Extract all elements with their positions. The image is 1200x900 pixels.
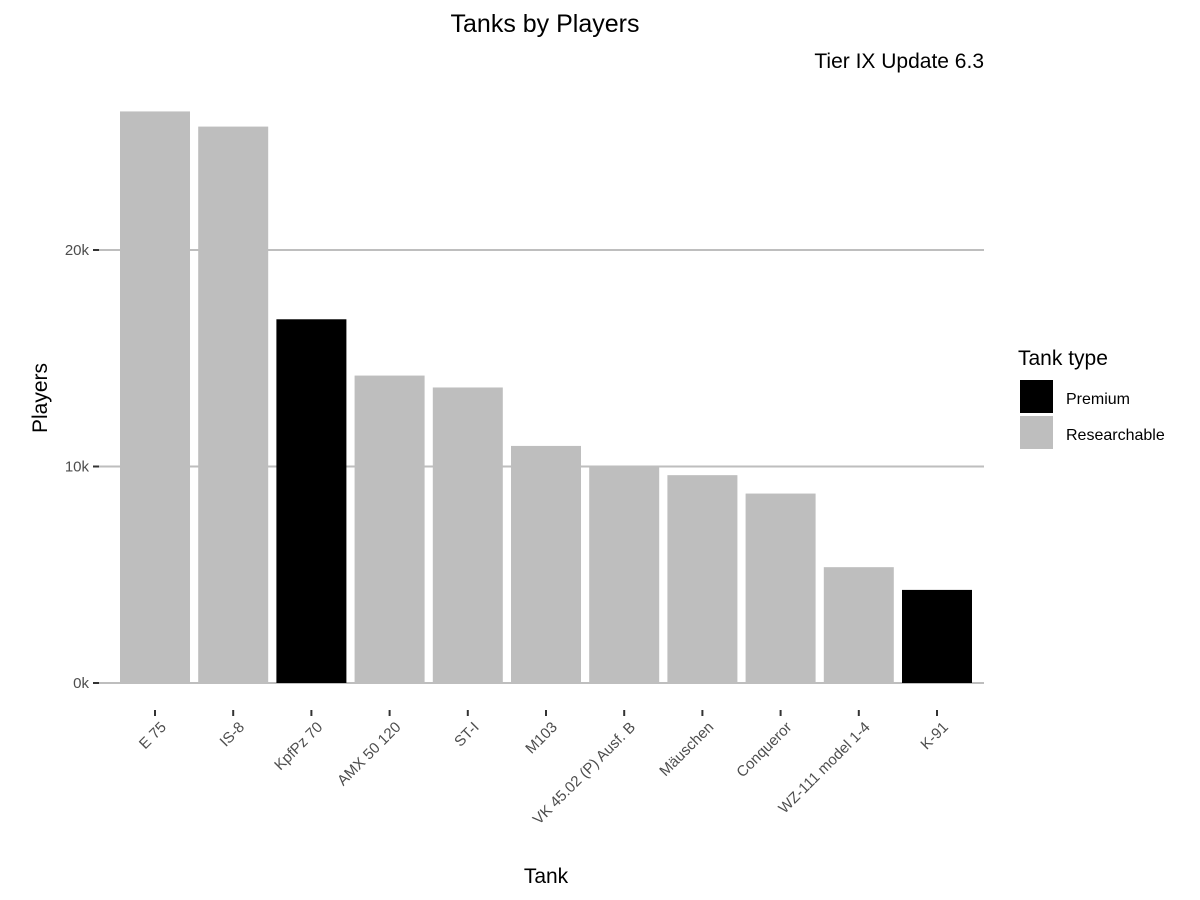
legend-swatch-1 — [1020, 416, 1053, 449]
y-tick-label-0: 0k — [73, 675, 89, 692]
bar-7 — [667, 475, 738, 683]
chart-title: Tanks by Players — [451, 10, 640, 38]
y-axis: 0k 10k 20k — [65, 242, 99, 692]
bar-0 — [120, 111, 190, 683]
y-tick-label-1: 10k — [65, 459, 90, 476]
bar-1 — [198, 126, 269, 684]
legend-items: Premium Researchable — [1020, 380, 1165, 449]
legend-title: Tank type — [1018, 347, 1108, 370]
bar-6 — [589, 466, 660, 683]
bar-3 — [354, 375, 425, 683]
legend-label-0: Premium — [1066, 391, 1130, 408]
x-tick-label-10: K-91 — [917, 719, 951, 753]
bar-8 — [745, 493, 816, 683]
legend-swatch-0 — [1020, 380, 1053, 413]
bar-5 — [511, 445, 581, 683]
bar-2 — [276, 319, 347, 683]
x-tick-label-7: Mäuschen — [656, 719, 717, 780]
x-tick-label-3: AMX 50 120 — [334, 719, 404, 789]
y-axis-title: Players — [29, 363, 52, 433]
x-axis-title: Tank — [524, 865, 569, 888]
x-tick-label-2: KpfPz 70 — [271, 719, 326, 774]
bar-9 — [823, 567, 894, 683]
x-tick-label-8: Conqueror — [733, 719, 795, 781]
chart-subtitle: Tier IX Update 6.3 — [814, 50, 984, 73]
legend: Tank type Premium Researchable — [1018, 347, 1165, 449]
x-tick-label-0: E 75 — [136, 719, 170, 753]
x-tick-label-4: ST-I — [451, 719, 482, 750]
y-tick-label-2: 20k — [65, 242, 90, 259]
bars — [120, 111, 972, 684]
x-tick-label-1: IS-8 — [217, 719, 248, 750]
bar-10 — [902, 589, 972, 683]
legend-label-1: Researchable — [1066, 427, 1165, 444]
x-tick-label-5: M103 — [522, 719, 561, 758]
bar-4 — [432, 387, 503, 683]
